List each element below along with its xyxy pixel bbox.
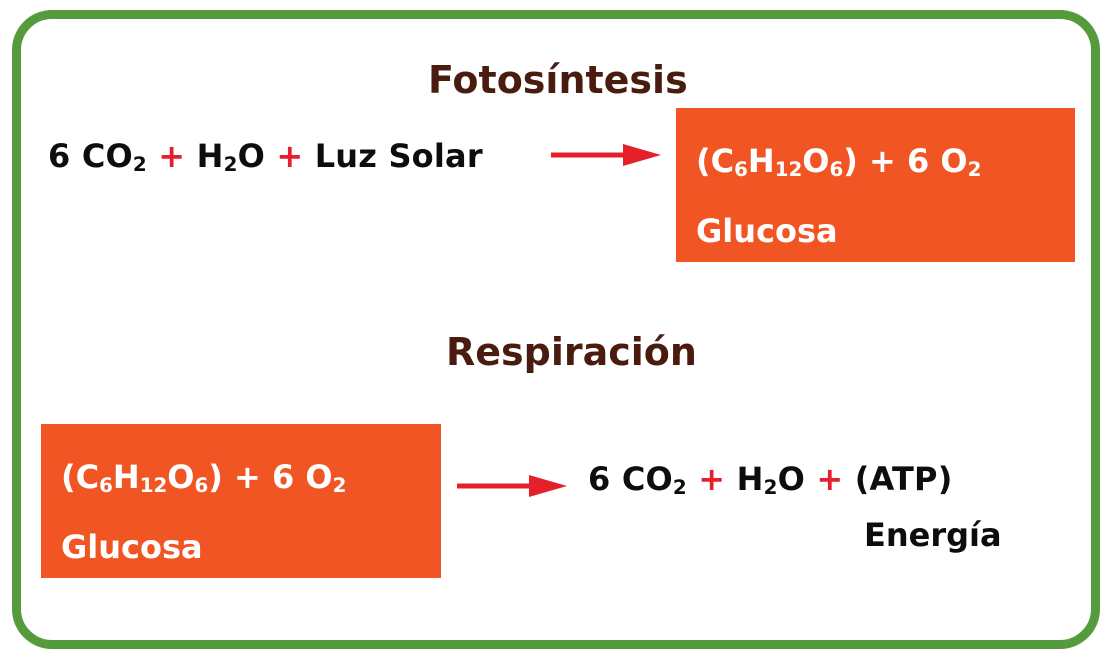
respiration-reactants-box: (C6H12O6) + 6 O2 Glucosa bbox=[41, 424, 441, 578]
glucose-oxygen-formula: (C6H12O6) + 6 O2 bbox=[61, 458, 347, 497]
photosynthesis-products-box: (C6H12O6) + 6 O2 Glucosa bbox=[676, 108, 1075, 262]
atp-label: (ATP) bbox=[854, 460, 953, 498]
plus-sign: + bbox=[698, 460, 726, 498]
energy-label: Energía bbox=[864, 516, 1002, 554]
reaction-arrow bbox=[551, 144, 661, 166]
h2o-formula: H2O bbox=[736, 460, 805, 499]
respiration-products: 6 CO2 + H2O + (ATP) bbox=[588, 460, 953, 498]
co2-coefficient: 6 bbox=[48, 137, 71, 175]
reaction-arrow bbox=[457, 475, 567, 497]
glucose-label: Glucosa bbox=[61, 528, 203, 566]
photosynthesis-reactants: 6 CO2 + H2O + Luz Solar bbox=[48, 137, 483, 175]
glucose-oxygen-formula: (C6H12O6) + 6 O2 bbox=[696, 142, 982, 181]
co2-formula: CO2 bbox=[81, 137, 147, 176]
respiration-title: Respiración bbox=[446, 330, 697, 374]
co2-coefficient: 6 bbox=[588, 460, 611, 498]
photosynthesis-title: Fotosíntesis bbox=[428, 58, 688, 102]
glucose-label: Glucosa bbox=[696, 212, 838, 250]
h2o-formula: H2O bbox=[196, 137, 265, 176]
plus-sign: + bbox=[276, 137, 304, 175]
sunlight-label: Luz Solar bbox=[314, 137, 483, 175]
plus-sign: + bbox=[158, 137, 186, 175]
plus-sign: + bbox=[816, 460, 844, 498]
co2-formula: CO2 bbox=[621, 460, 687, 499]
